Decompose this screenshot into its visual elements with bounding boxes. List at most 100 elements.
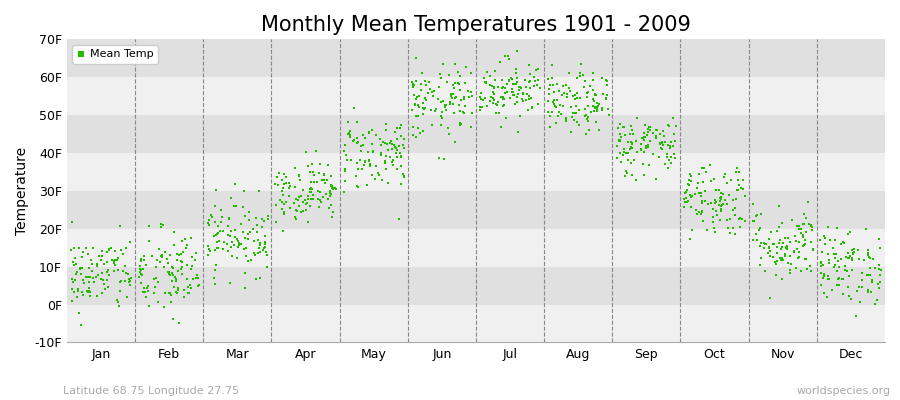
Mean Temp <box>292 202 307 209</box>
Mean Temp <box>621 157 635 163</box>
Mean Temp <box>860 252 875 258</box>
Mean Temp <box>830 282 844 288</box>
Mean Temp <box>472 107 487 113</box>
Mean Temp <box>551 113 565 119</box>
Mean Temp <box>94 252 109 259</box>
Mean Temp <box>311 204 326 210</box>
Mean Temp <box>424 107 438 113</box>
Mean Temp <box>451 80 465 86</box>
Mean Temp <box>361 149 375 155</box>
Mean Temp <box>622 131 636 137</box>
Mean Temp <box>443 99 457 106</box>
Mean Temp <box>642 162 656 168</box>
Mean Temp <box>662 142 676 148</box>
Mean Temp <box>392 216 407 222</box>
Mean Temp <box>695 209 709 215</box>
Mean Temp <box>354 143 368 149</box>
Mean Temp <box>120 294 134 301</box>
Mean Temp <box>572 69 587 76</box>
Mean Temp <box>801 199 815 206</box>
Mean Temp <box>453 108 467 114</box>
Mean Temp <box>704 178 718 184</box>
Mean Temp <box>406 132 420 138</box>
Mean Temp <box>599 92 614 98</box>
Mean Temp <box>447 84 462 91</box>
Mean Temp <box>489 100 503 107</box>
Mean Temp <box>556 90 571 96</box>
Mean Temp <box>553 102 567 108</box>
Mean Temp <box>610 125 625 131</box>
Mean Temp <box>589 92 603 98</box>
Mean Temp <box>86 275 101 282</box>
Mean Temp <box>171 284 185 291</box>
Mean Temp <box>420 90 435 97</box>
Mean Temp <box>662 143 677 150</box>
Mean Temp <box>145 253 159 260</box>
Mean Temp <box>646 130 661 136</box>
Mean Temp <box>506 92 520 98</box>
Mean Temp <box>312 170 327 176</box>
Mean Temp <box>775 276 789 282</box>
Mean Temp <box>427 88 441 95</box>
Mean Temp <box>100 269 114 276</box>
Mean Temp <box>271 182 285 188</box>
Mean Temp <box>406 83 420 90</box>
Mean Temp <box>314 198 328 205</box>
Mean Temp <box>599 96 614 102</box>
Mean Temp <box>625 140 639 146</box>
Mean Temp <box>834 241 849 247</box>
Mean Temp <box>679 188 693 195</box>
Mean Temp <box>418 104 433 111</box>
Mean Temp <box>873 244 887 251</box>
Mean Temp <box>435 109 449 115</box>
Mean Temp <box>446 101 461 108</box>
Mean Temp <box>873 272 887 278</box>
Mean Temp <box>519 84 534 90</box>
Mean Temp <box>342 128 356 134</box>
Mean Temp <box>142 303 157 310</box>
Mean Temp <box>217 239 231 246</box>
Mean Temp <box>274 198 289 205</box>
Mean Temp <box>306 192 320 198</box>
Mean Temp <box>649 133 663 140</box>
Mean Temp <box>167 274 182 280</box>
Mean Temp <box>721 225 735 232</box>
Mean Temp <box>485 100 500 106</box>
Mean Temp <box>326 209 340 216</box>
Mean Temp <box>94 256 108 263</box>
Mean Temp <box>691 209 706 215</box>
Mean Temp <box>68 261 83 267</box>
Mean Temp <box>636 137 651 143</box>
Mean Temp <box>772 224 787 230</box>
Mean Temp <box>150 299 165 306</box>
Mean Temp <box>837 240 851 246</box>
Mean Temp <box>616 124 631 131</box>
Mean Temp <box>417 111 431 117</box>
Mean Temp <box>163 272 177 278</box>
Mean Temp <box>184 254 199 260</box>
Bar <box>67 229 885 267</box>
Mean Temp <box>649 135 663 141</box>
Mean Temp <box>699 169 714 175</box>
Mean Temp <box>282 185 296 191</box>
Mean Temp <box>148 284 162 290</box>
Mean Temp <box>238 253 253 259</box>
Mean Temp <box>313 161 328 168</box>
Mean Temp <box>340 119 355 126</box>
Mean Temp <box>374 177 389 184</box>
Mean Temp <box>216 246 230 252</box>
Mean Temp <box>83 289 97 296</box>
Mean Temp <box>590 100 604 107</box>
Mean Temp <box>67 245 81 252</box>
Mean Temp <box>707 199 722 206</box>
Mean Temp <box>787 248 801 255</box>
Mean Temp <box>641 142 655 148</box>
Mean Temp <box>136 266 150 272</box>
Mean Temp <box>678 190 692 197</box>
Mean Temp <box>831 258 845 264</box>
Mean Temp <box>299 207 313 214</box>
Mean Temp <box>638 143 652 149</box>
Mean Temp <box>392 143 407 150</box>
Mean Temp <box>313 197 328 204</box>
Mean Temp <box>392 125 407 131</box>
